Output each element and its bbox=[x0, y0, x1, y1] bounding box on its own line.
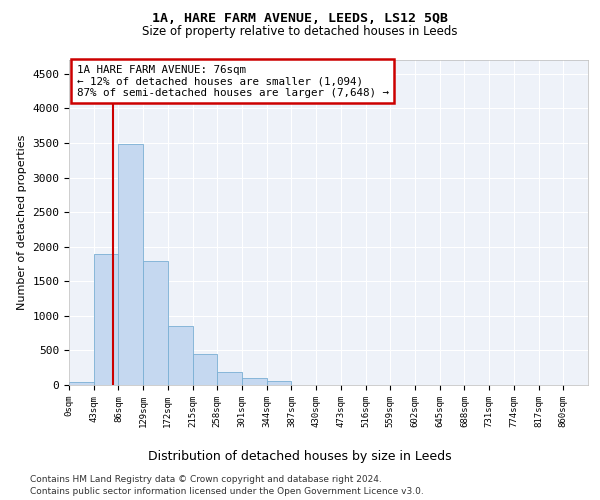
Bar bbox=[168, 326, 193, 385]
Text: Size of property relative to detached houses in Leeds: Size of property relative to detached ho… bbox=[142, 25, 458, 38]
Bar bbox=[193, 354, 217, 385]
Bar bbox=[143, 260, 168, 385]
Text: Contains HM Land Registry data © Crown copyright and database right 2024.: Contains HM Land Registry data © Crown c… bbox=[30, 475, 382, 484]
Bar bbox=[267, 381, 292, 385]
Bar bbox=[69, 382, 94, 385]
Text: 1A HARE FARM AVENUE: 76sqm
← 12% of detached houses are smaller (1,094)
87% of s: 1A HARE FARM AVENUE: 76sqm ← 12% of deta… bbox=[77, 65, 389, 98]
Text: 1A, HARE FARM AVENUE, LEEDS, LS12 5QB: 1A, HARE FARM AVENUE, LEEDS, LS12 5QB bbox=[152, 12, 448, 26]
Y-axis label: Number of detached properties: Number of detached properties bbox=[17, 135, 27, 310]
Bar bbox=[94, 254, 118, 385]
Bar bbox=[217, 372, 242, 385]
Text: Contains public sector information licensed under the Open Government Licence v3: Contains public sector information licen… bbox=[30, 488, 424, 496]
Bar bbox=[118, 144, 143, 385]
Bar bbox=[242, 378, 267, 385]
Text: Distribution of detached houses by size in Leeds: Distribution of detached houses by size … bbox=[148, 450, 452, 463]
